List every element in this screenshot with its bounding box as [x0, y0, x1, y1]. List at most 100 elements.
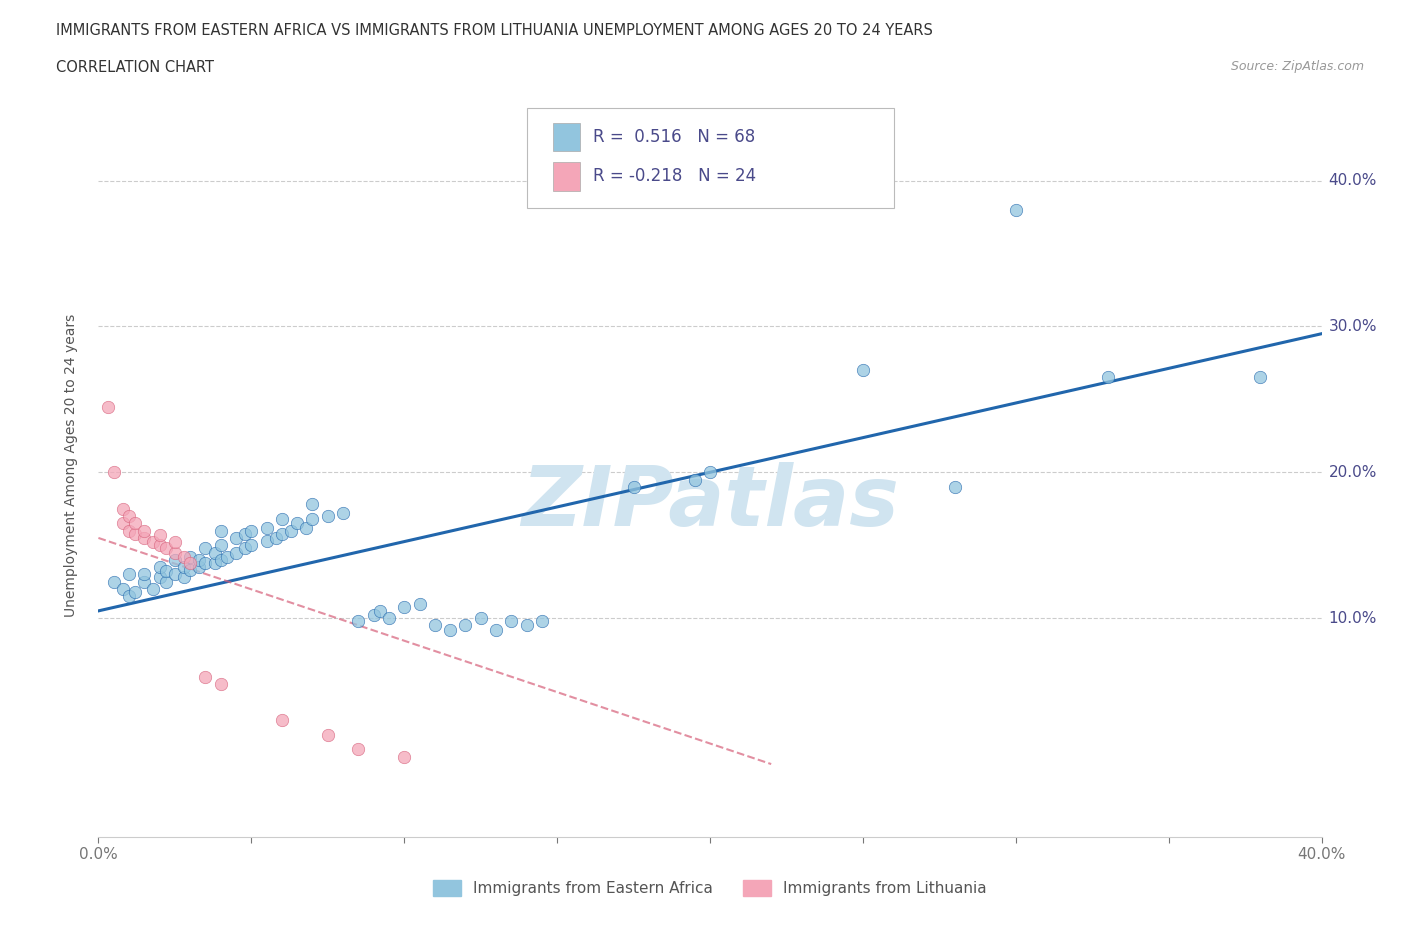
Point: [270, 526, 292, 541]
Point: [256, 520, 278, 535]
FancyBboxPatch shape: [554, 123, 581, 152]
Point: [173, 560, 195, 575]
Text: CORRELATION CHART: CORRELATION CHART: [56, 60, 214, 75]
Point: [392, 599, 416, 614]
Point: [124, 584, 146, 599]
Point: [378, 611, 401, 626]
Point: [173, 570, 195, 585]
Point: [149, 527, 172, 542]
Point: [347, 742, 370, 757]
Text: 20.0%: 20.0%: [1329, 465, 1376, 480]
Point: [118, 509, 141, 524]
Text: Source: ZipAtlas.com: Source: ZipAtlas.com: [1230, 60, 1364, 73]
Point: [163, 567, 186, 582]
Text: 10.0%: 10.0%: [1329, 611, 1376, 626]
Point: [363, 608, 385, 623]
Point: [142, 581, 165, 596]
Point: [295, 520, 318, 535]
Point: [485, 622, 508, 637]
Point: [149, 538, 172, 552]
Point: [368, 604, 391, 618]
Point: [209, 538, 232, 552]
Point: [134, 524, 156, 538]
Point: [134, 567, 156, 582]
Legend: Immigrants from Eastern Africa, Immigrants from Lithuania: Immigrants from Eastern Africa, Immigran…: [426, 872, 994, 904]
Point: [149, 570, 172, 585]
Point: [285, 516, 308, 531]
Point: [209, 524, 232, 538]
Point: [1249, 370, 1271, 385]
Point: [155, 540, 177, 555]
Point: [1004, 202, 1026, 217]
Point: [301, 497, 323, 512]
Point: [1097, 370, 1119, 385]
Point: [124, 526, 146, 541]
Point: [194, 669, 217, 684]
Point: [103, 574, 125, 589]
Point: [530, 614, 553, 629]
Point: [852, 363, 875, 378]
Point: [103, 465, 125, 480]
Point: [118, 524, 141, 538]
Text: R = -0.218   N = 24: R = -0.218 N = 24: [592, 167, 756, 185]
Point: [142, 535, 165, 550]
Point: [240, 538, 263, 552]
Point: [215, 550, 238, 565]
Point: [97, 399, 120, 414]
Text: ZIPatlas: ZIPatlas: [522, 461, 898, 543]
Point: [204, 545, 226, 560]
Point: [233, 540, 256, 555]
Point: [316, 509, 339, 524]
Text: R =  0.516   N = 68: R = 0.516 N = 68: [592, 128, 755, 146]
Point: [134, 530, 156, 545]
Point: [225, 530, 247, 545]
Point: [188, 552, 211, 567]
Point: [209, 676, 232, 691]
Point: [454, 618, 477, 633]
Point: [111, 516, 134, 531]
Point: [204, 555, 226, 570]
Point: [124, 516, 146, 531]
Point: [111, 581, 134, 596]
Point: [233, 526, 256, 541]
Point: [501, 614, 523, 629]
Text: IMMIGRANTS FROM EASTERN AFRICA VS IMMIGRANTS FROM LITHUANIA UNEMPLOYMENT AMONG A: IMMIGRANTS FROM EASTERN AFRICA VS IMMIGR…: [56, 23, 934, 38]
Point: [683, 472, 706, 487]
Point: [111, 501, 134, 516]
Point: [155, 574, 177, 589]
Point: [163, 552, 186, 567]
Point: [188, 560, 211, 575]
FancyBboxPatch shape: [526, 108, 894, 208]
Point: [347, 614, 370, 629]
Point: [194, 540, 217, 555]
Point: [173, 550, 195, 565]
Point: [623, 480, 645, 495]
Point: [699, 465, 721, 480]
Text: 40.0%: 40.0%: [1329, 173, 1376, 188]
Point: [439, 622, 461, 637]
Point: [256, 534, 278, 549]
Point: [194, 555, 217, 570]
Point: [301, 512, 323, 526]
Point: [516, 618, 538, 633]
Point: [179, 550, 201, 565]
Point: [270, 512, 292, 526]
Point: [240, 524, 263, 538]
Point: [280, 524, 302, 538]
Point: [163, 545, 186, 560]
Point: [943, 480, 966, 495]
Point: [423, 618, 446, 633]
Y-axis label: Unemployment Among Ages 20 to 24 years: Unemployment Among Ages 20 to 24 years: [63, 313, 77, 617]
FancyBboxPatch shape: [554, 163, 581, 191]
Point: [270, 713, 292, 728]
Point: [118, 567, 141, 582]
Text: 30.0%: 30.0%: [1329, 319, 1376, 334]
Point: [155, 565, 177, 579]
Point: [470, 611, 492, 626]
Point: [163, 535, 186, 550]
Point: [118, 589, 141, 604]
Point: [225, 545, 247, 560]
Point: [149, 560, 172, 575]
Point: [264, 530, 287, 545]
Point: [134, 574, 156, 589]
